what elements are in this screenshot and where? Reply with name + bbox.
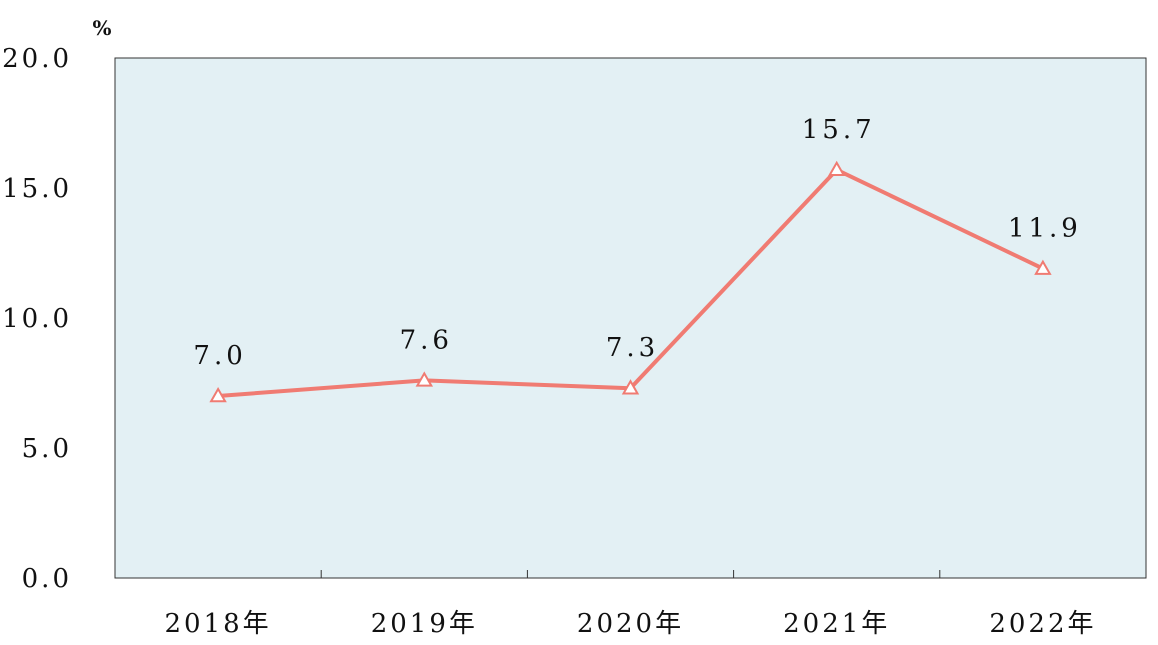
y-tick-label: 10.0 xyxy=(2,304,72,334)
data-point-marker xyxy=(209,386,227,403)
y-tick-label: 0.0 xyxy=(22,564,72,594)
x-tick-label: 2018年 xyxy=(165,609,272,639)
x-axis-ticks xyxy=(320,570,941,578)
x-tick-label: 2020年 xyxy=(577,609,684,639)
plot-area xyxy=(114,57,1147,579)
y-unit-label: % xyxy=(92,16,111,40)
x-tick-label: 2021年 xyxy=(783,609,890,639)
series-markers xyxy=(209,160,1052,403)
data-labels: 7.0 7.6 7.3 15.7 11.9 xyxy=(193,115,1082,371)
data-point-marker xyxy=(827,160,846,177)
y-tick-label: 5.0 xyxy=(22,434,72,464)
data-value-label: 7.3 xyxy=(606,333,659,363)
x-tick-label: 2022年 xyxy=(989,609,1096,639)
y-tick-label: 15.0 xyxy=(2,174,72,204)
y-tick-label: 20.0 xyxy=(2,44,72,74)
x-axis-labels: 2018年 2019年 2020年 2021年 2022年 xyxy=(165,609,1096,639)
data-value-label: 15.7 xyxy=(802,115,876,145)
data-value-label: 7.0 xyxy=(193,341,246,371)
data-point-marker xyxy=(415,371,434,387)
data-value-label: 11.9 xyxy=(1008,214,1082,244)
data-value-label: 7.6 xyxy=(400,325,453,355)
data-point-marker xyxy=(621,379,640,395)
data-point-marker xyxy=(1034,259,1052,275)
y-axis-labels: 0.0 5.0 10.0 15.0 20.0 xyxy=(2,44,72,594)
x-tick-label: 2019年 xyxy=(371,609,478,639)
